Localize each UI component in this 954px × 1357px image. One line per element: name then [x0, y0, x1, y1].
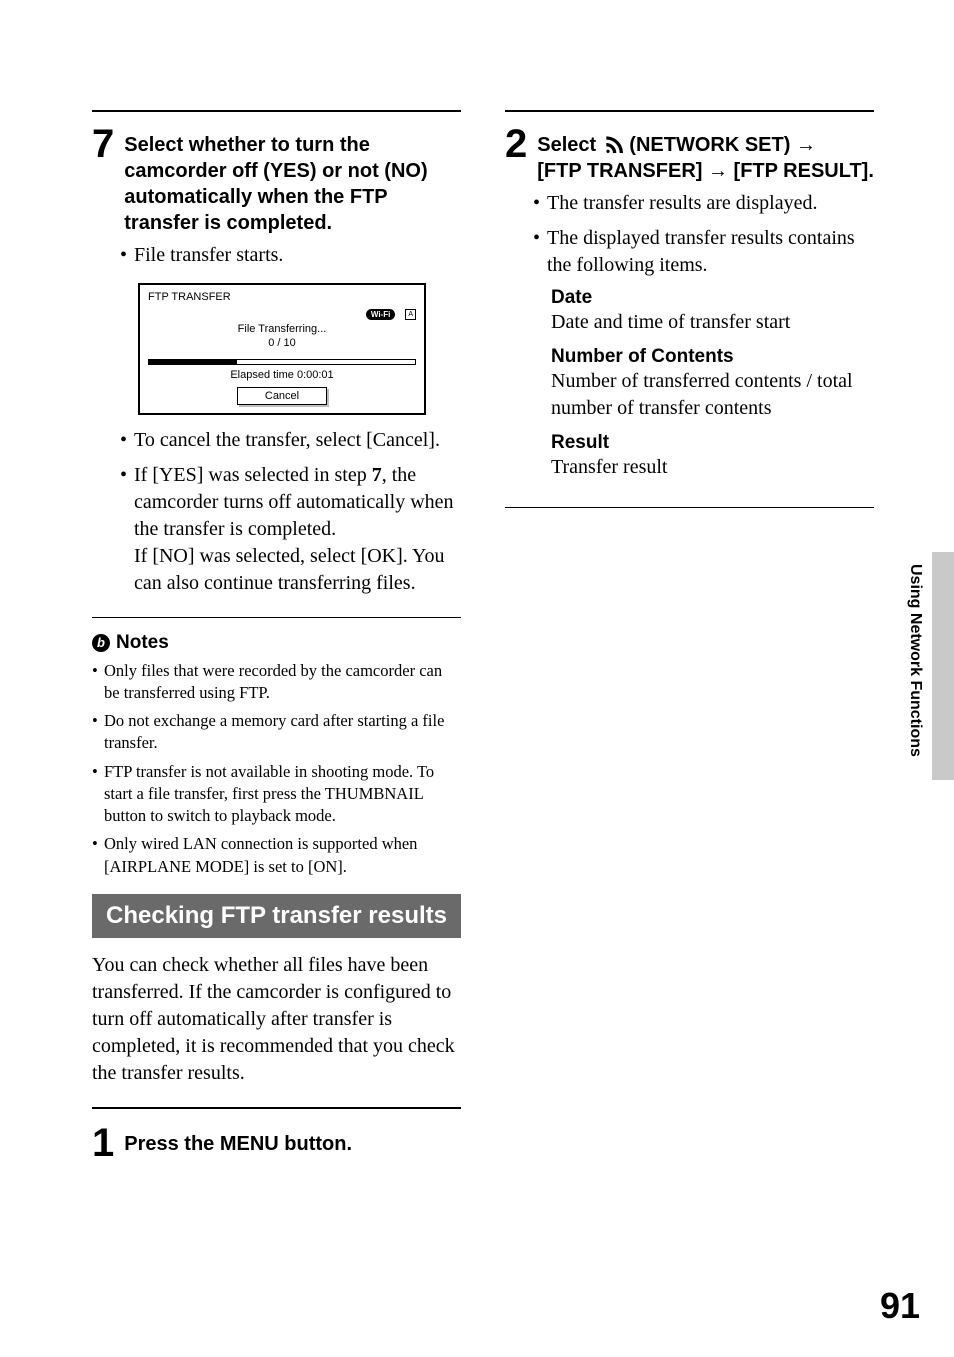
right-column: 2 Select (NETWORK SET) → [FTP TRANSFER] … [505, 110, 874, 1169]
bullet-text: To cancel the transfer, select [Cancel]. [134, 427, 440, 454]
numcontents-para: Number of transferred contents / total n… [551, 368, 874, 422]
step-7-text: Select whether to turn the camcorder off… [124, 124, 461, 236]
step2-bullet-1: • The transfer results are displayed. [533, 190, 874, 217]
bullet-dot: • [92, 660, 104, 705]
screenshot-status-row: Wi-Fi A [148, 309, 416, 320]
left-column: 7 Select whether to turn the camcorder o… [92, 110, 461, 1169]
card-a-icon: A [405, 309, 416, 320]
progress-fill [149, 360, 237, 364]
notes-label: Notes [116, 632, 169, 654]
bullet-text: The displayed transfer results contains … [547, 225, 874, 279]
network-set-icon [602, 133, 624, 153]
elapsed-time: Elapsed time 0:00:01 [148, 369, 416, 381]
page: 7 Select whether to turn the camcorder o… [0, 0, 954, 1357]
rule-before-step1 [92, 1107, 461, 1109]
progress-bar [148, 359, 416, 365]
step-2: 2 Select (NETWORK SET) → [FTP TRANSFER] … [505, 124, 874, 184]
step-1: 1 Press the MENU button. [92, 1123, 461, 1163]
screenshot-status-text: File Transferring... 0 / 10 [148, 322, 416, 351]
bullet-dot: • [92, 710, 104, 755]
numcontents-heading: Number of Contents [551, 346, 874, 368]
date-para: Date and time of transfer start [551, 309, 874, 336]
bullet-dot: • [533, 225, 547, 279]
arrow-icon: → [796, 134, 816, 156]
bullet-dot: • [533, 190, 547, 217]
step7-bullet-2: • To cancel the transfer, select [Cancel… [120, 427, 461, 454]
transferring-label: File Transferring... [238, 323, 327, 335]
step-1-text: Press the MENU button. [124, 1123, 352, 1157]
notes-heading: b Notes [92, 632, 461, 654]
note-3: •FTP transfer is not available in shooti… [92, 761, 461, 828]
bullet-text: The transfer results are displayed. [547, 190, 817, 217]
screenshot-title: FTP TRANSFER [148, 291, 416, 303]
rule-top-right [505, 110, 874, 112]
bullet-dot: • [120, 427, 134, 454]
bullet-dot: • [120, 242, 134, 269]
ftp-transfer-screenshot: FTP TRANSFER Wi-Fi A File Transferring..… [138, 283, 426, 415]
cancel-button[interactable]: Cancel [237, 387, 327, 405]
page-number: 91 [880, 1285, 920, 1327]
note-4: •Only wired LAN connection is supported … [92, 833, 461, 878]
transferring-count: 0 / 10 [268, 337, 296, 349]
notes-icon: b [92, 634, 110, 652]
bullet-text: File transfer starts. [134, 242, 283, 269]
note-text: Only wired LAN connection is supported w… [104, 833, 461, 878]
step2-bullet-2: • The displayed transfer results contain… [533, 225, 874, 279]
s2-net: (NETWORK SET) [629, 134, 796, 156]
rule-thin [92, 617, 461, 618]
step-7-number: 7 [92, 124, 114, 164]
note-text: FTP transfer is not available in shootin… [104, 761, 461, 828]
arrow-icon: → [708, 160, 728, 182]
result-definitions: Date Date and time of transfer start Num… [551, 287, 874, 481]
columns: 7 Select whether to turn the camcorder o… [92, 110, 874, 1169]
b3-bold: 7 [372, 464, 382, 486]
result-para: Transfer result [551, 454, 874, 481]
s2-pre: Select [537, 134, 601, 156]
bullet-dot: • [120, 462, 134, 597]
bullet-dot: • [92, 833, 104, 878]
step-2-number: 2 [505, 124, 527, 164]
result-heading: Result [551, 432, 874, 454]
rule-top-left [92, 110, 461, 112]
step7-bullet-3: • If [YES] was selected in step 7, the c… [120, 462, 461, 597]
note-text: Only files that were recorded by the cam… [104, 660, 461, 705]
side-tab [932, 552, 954, 780]
section-heading-bar: Checking FTP transfer results [92, 894, 461, 938]
step-1-number: 1 [92, 1123, 114, 1163]
rule-thin-right [505, 507, 874, 508]
b3-part1: If [YES] was selected in step [134, 464, 372, 486]
step7-bullet-1: • File transfer starts. [120, 242, 461, 269]
bullet-dot: • [92, 761, 104, 828]
side-label: Using Network Functions [906, 564, 924, 757]
note-1: •Only files that were recorded by the ca… [92, 660, 461, 705]
b3-part3: If [NO] was selected, select [OK]. You c… [134, 545, 444, 594]
step-2-text: Select (NETWORK SET) → [FTP TRANSFER] → … [537, 124, 874, 184]
wifi-icon: Wi-Fi [366, 309, 395, 320]
date-heading: Date [551, 287, 874, 309]
bullet-text: If [YES] was selected in step 7, the cam… [134, 462, 461, 597]
s2-line2a: [FTP TRANSFER] [537, 160, 708, 182]
s2-line2b: [FTP RESULT]. [728, 160, 874, 182]
step-7: 7 Select whether to turn the camcorder o… [92, 124, 461, 236]
note-text: Do not exchange a memory card after star… [104, 710, 461, 755]
section-body: You can check whether all files have bee… [92, 952, 461, 1087]
note-2: •Do not exchange a memory card after sta… [92, 710, 461, 755]
